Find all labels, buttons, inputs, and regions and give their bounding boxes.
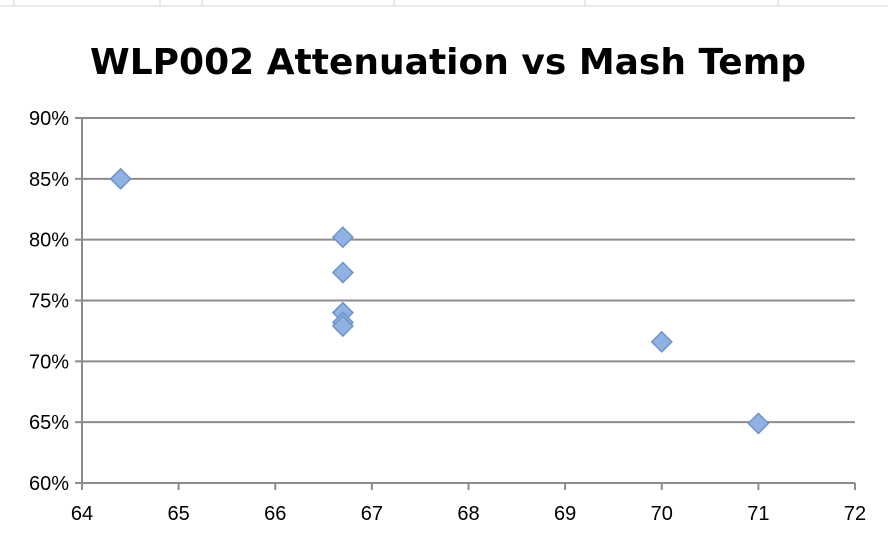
y-tick-label: 75% bbox=[29, 291, 69, 313]
data-point-marker bbox=[331, 261, 354, 284]
x-tick-label: 71 bbox=[747, 503, 769, 525]
x-axis-tick-labels: 64 65 66 67 68 69 70 71 72 bbox=[71, 503, 866, 525]
x-tick-label: 69 bbox=[554, 503, 576, 525]
x-tick-label: 68 bbox=[457, 503, 479, 525]
y-tick-label: 60% bbox=[29, 473, 69, 495]
sheet-grid-fragment bbox=[0, 0, 888, 7]
y-tick-label: 90% bbox=[29, 108, 69, 130]
y-tick-label: 65% bbox=[29, 412, 69, 434]
data-point-marker bbox=[747, 412, 770, 435]
y-axis-tick-labels: 60% 65% 70% 75% 80% 85% 90% bbox=[29, 108, 69, 495]
y-tick-label: 85% bbox=[29, 169, 69, 191]
x-tick-label: 66 bbox=[264, 503, 286, 525]
x-tick-label: 65 bbox=[168, 503, 190, 525]
data-point-marker bbox=[650, 330, 673, 353]
y-tick-label: 70% bbox=[29, 351, 69, 373]
x-tick-label: 64 bbox=[71, 503, 93, 525]
y-tick-label: 80% bbox=[29, 230, 69, 252]
data-point-marker bbox=[331, 314, 354, 338]
gridlines bbox=[82, 117, 855, 424]
x-tick-label: 70 bbox=[651, 503, 673, 525]
axes bbox=[75, 117, 856, 490]
data-point-marker bbox=[331, 226, 354, 249]
x-tick-label: 72 bbox=[844, 503, 866, 525]
chart-title: WLP002 Attenuation vs Mash Temp bbox=[90, 42, 806, 83]
data-points bbox=[109, 167, 770, 435]
x-tick-label: 67 bbox=[361, 503, 383, 525]
data-point-marker bbox=[109, 167, 132, 190]
